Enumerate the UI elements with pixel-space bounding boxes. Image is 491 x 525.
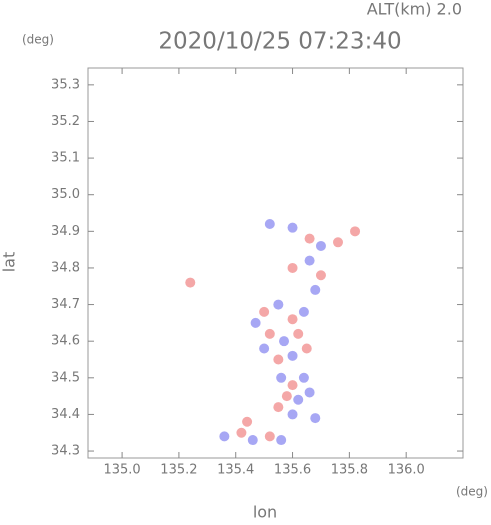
echo-point — [259, 306, 270, 317]
echo-point — [301, 343, 312, 354]
x-tick-label: 135.2 — [160, 463, 197, 478]
echo-point — [315, 240, 326, 251]
x-tick-label: 135.0 — [103, 463, 140, 478]
echo-point — [287, 262, 298, 273]
y-tick-label: 34.7 — [51, 297, 80, 312]
echo-point — [310, 284, 321, 295]
echo-point — [185, 277, 196, 288]
x-tick-label: 135.6 — [274, 463, 311, 478]
x-unit: (deg) — [456, 485, 488, 499]
y-axis-label: lat — [0, 252, 19, 273]
echo-point — [242, 416, 253, 427]
y-unit: (deg) — [22, 33, 54, 47]
echo-point — [281, 391, 292, 402]
echo-point — [304, 387, 315, 398]
y-tick-label: 34.8 — [51, 260, 80, 275]
echo-point — [273, 354, 284, 365]
echo-point — [293, 328, 304, 339]
echo-point — [287, 380, 298, 391]
echo-point — [264, 431, 275, 442]
echo-point — [304, 233, 315, 244]
x-tick-label: 135.8 — [331, 463, 368, 478]
echo-point — [298, 306, 309, 317]
echo-point — [287, 350, 298, 361]
echo-point — [250, 317, 261, 328]
chart-title: 2020/10/25 07:23:40 — [158, 29, 401, 55]
annotation: ALT(km) 2.0 — [367, 0, 462, 19]
echo-point — [259, 343, 270, 354]
echo-point — [315, 270, 326, 281]
y-tick-label: 34.4 — [51, 407, 80, 422]
echo-point — [287, 222, 298, 233]
echo-point — [273, 299, 284, 310]
echo-point — [293, 394, 304, 405]
echo-point — [219, 431, 230, 442]
echo-point — [310, 413, 321, 424]
echo-point — [264, 219, 275, 229]
x-axis-label: lon — [253, 503, 277, 522]
y-tick-label: 35.3 — [51, 77, 80, 92]
echo-point — [350, 226, 361, 237]
echo-point — [279, 336, 290, 347]
echo-point — [276, 372, 287, 383]
y-tick-label: 34.6 — [51, 334, 80, 349]
echo-point — [304, 255, 315, 266]
echo-point — [333, 237, 343, 248]
echo-point — [236, 427, 247, 438]
y-tick-label: 34.9 — [51, 224, 80, 239]
x-tick-label: 136.0 — [388, 463, 425, 478]
plot-frame — [87, 67, 464, 459]
echo-point — [298, 372, 309, 383]
y-tick-label: 35.2 — [51, 114, 80, 129]
echo-point — [287, 409, 298, 420]
y-tick-label: 34.5 — [51, 370, 80, 385]
y-tick-label: 34.3 — [51, 444, 80, 459]
y-tick-label: 35.1 — [51, 151, 80, 166]
echo-point — [273, 402, 284, 413]
echo-point — [287, 314, 298, 325]
echo-point — [264, 328, 275, 339]
y-tick-label: 35.0 — [51, 187, 80, 202]
echo-point — [276, 435, 287, 446]
echo-point — [247, 435, 258, 446]
x-tick-label: 135.4 — [217, 463, 254, 478]
